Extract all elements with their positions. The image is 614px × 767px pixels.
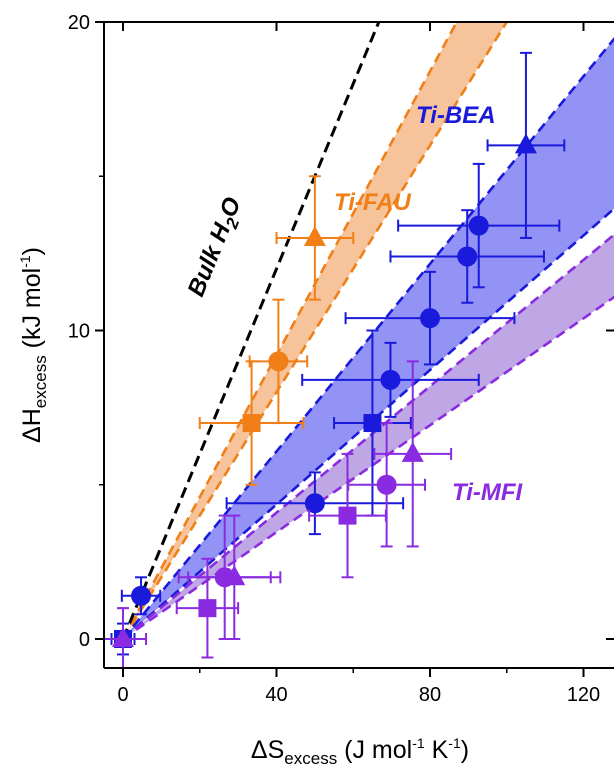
y-tick-label-10: 10 <box>68 321 90 343</box>
annotation-ti-fau: Ti-FAU <box>334 189 412 216</box>
point-ti-mfi-5 <box>347 422 427 548</box>
marker-triangle <box>112 627 134 647</box>
marker-square <box>338 506 357 525</box>
marker-square <box>242 414 261 433</box>
marker-circle <box>268 351 289 372</box>
marker-circle <box>376 474 397 495</box>
marker-circle <box>304 493 325 514</box>
point-ti-bea-4 <box>301 341 480 418</box>
marker-circle <box>131 585 152 606</box>
band-edge-ti-fau-upper <box>121 22 459 640</box>
y-tick-label-0: 0 <box>79 629 90 651</box>
x-tick-label-0: 0 <box>117 684 128 706</box>
point-ti-mfi-0 <box>104 607 148 668</box>
x-axis-label: ΔSexcess (J mol-1 K-1) <box>251 735 469 767</box>
point-ti-bea-2 <box>225 471 405 536</box>
point-ti-mfi-3 <box>187 514 282 640</box>
annotation-ti-mfi: Ti-MFI <box>452 479 524 506</box>
annotation-bulk-h2o: Bulk H2O <box>183 193 251 301</box>
point-ti-mfi-1 <box>175 557 240 659</box>
annotation-ti-bea: Ti-BEA <box>416 102 496 129</box>
point-ti-fau-2 <box>248 298 309 425</box>
x-tick-label-40: 40 <box>265 684 287 706</box>
band-ti-mfi <box>123 234 614 639</box>
confidence-bands <box>123 22 614 639</box>
point-ti-fau-1 <box>198 360 305 486</box>
axes: 0 40 80 120 0 10 20 <box>68 12 614 706</box>
x-tick-label-120: 120 <box>567 684 600 706</box>
marker-triangle <box>223 565 246 586</box>
point-ti-bea-6 <box>389 209 545 304</box>
point-ti-bea-3 <box>333 329 412 517</box>
y-axis-label: ΔHexcess (kJ mol-1) <box>17 247 50 443</box>
marker-square <box>363 414 382 433</box>
marker-circle <box>457 246 478 267</box>
point-ti-bea-1 <box>120 576 162 616</box>
annotation-bulk-end: O <box>215 193 247 221</box>
marker-circle <box>380 369 401 390</box>
point-ti-mfi-6 <box>373 360 453 548</box>
point-ti-fau-3 <box>275 175 355 301</box>
point-ti-bea-7 <box>397 162 561 289</box>
y-tick-label-20: 20 <box>68 12 90 34</box>
point-ti-bea-5 <box>344 270 516 366</box>
data-points <box>104 51 566 668</box>
marker-triangle <box>514 133 537 154</box>
annotation-bulk-main: Bulk H <box>183 219 237 300</box>
marker-circle <box>468 215 489 236</box>
marker-triangle <box>401 441 424 462</box>
band-edge-ti-bea-upper <box>121 36 614 640</box>
marker-circle <box>420 308 440 329</box>
point-ti-bea-8 <box>486 51 566 239</box>
marker-square <box>198 599 217 618</box>
marker-triangle <box>303 225 326 246</box>
x-tick-label-80: 80 <box>419 684 441 706</box>
